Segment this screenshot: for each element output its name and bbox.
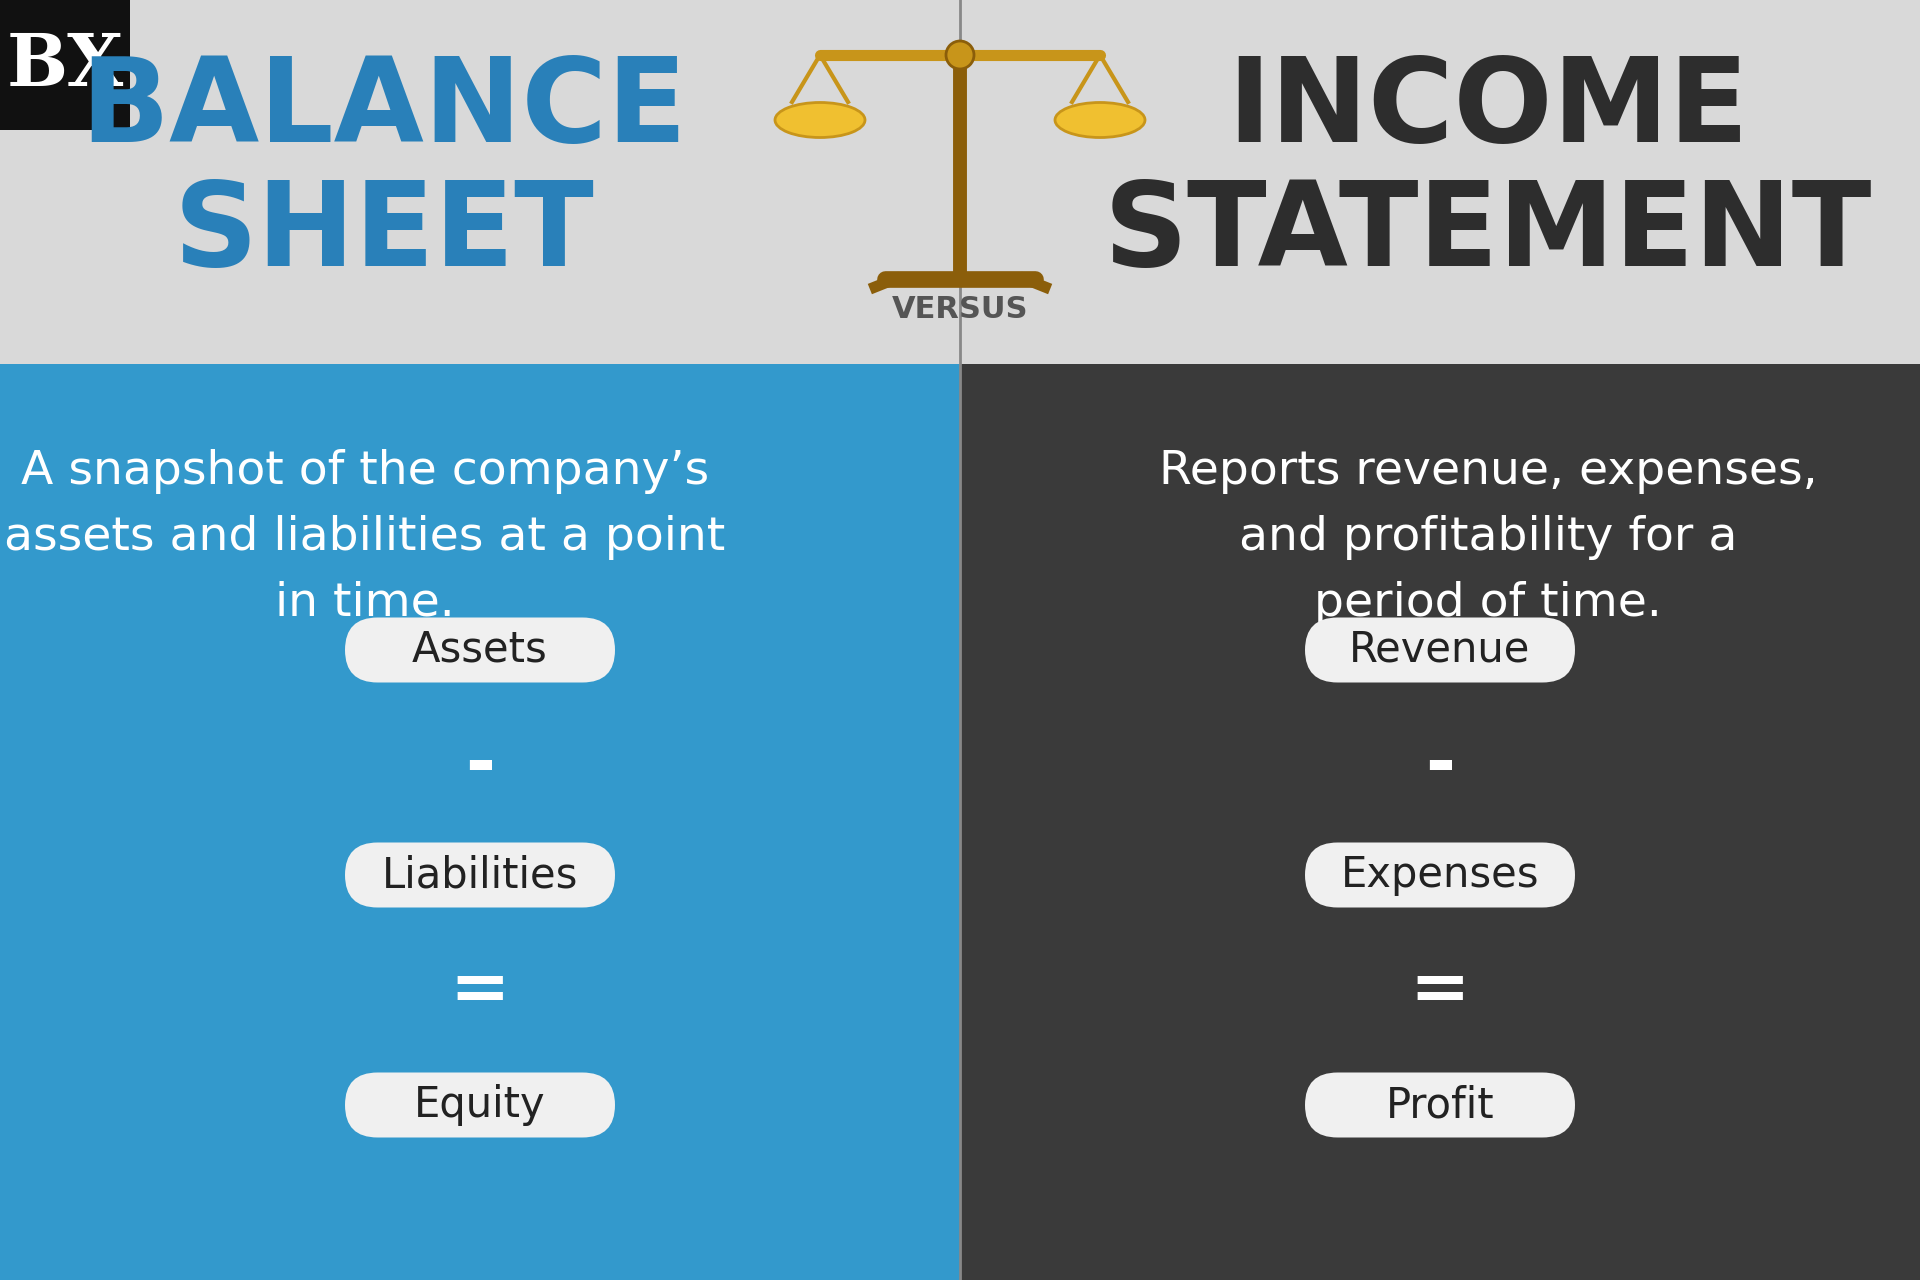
FancyBboxPatch shape [1306, 617, 1574, 682]
Text: Assets: Assets [413, 628, 547, 671]
Text: =: = [1409, 955, 1471, 1024]
FancyBboxPatch shape [346, 617, 614, 682]
FancyBboxPatch shape [960, 364, 1920, 1280]
Text: Profit: Profit [1386, 1084, 1494, 1126]
Text: A snapshot of the company’s
assets and liabilities at a point
in time.: A snapshot of the company’s assets and l… [4, 449, 726, 626]
Text: Liabilities: Liabilities [382, 854, 578, 896]
Text: -: - [1425, 731, 1455, 800]
Text: =: = [449, 955, 511, 1024]
Text: Revenue: Revenue [1350, 628, 1530, 671]
FancyBboxPatch shape [0, 0, 1920, 364]
Text: Reports revenue, expenses,
and profitability for a
period of time.: Reports revenue, expenses, and profitabi… [1158, 449, 1818, 626]
FancyBboxPatch shape [346, 842, 614, 908]
Circle shape [947, 41, 973, 69]
FancyBboxPatch shape [346, 1073, 614, 1138]
FancyBboxPatch shape [0, 0, 131, 131]
Text: Equity: Equity [415, 1084, 545, 1126]
Text: Expenses: Expenses [1340, 854, 1540, 896]
Text: -: - [465, 731, 495, 800]
Text: VERSUS: VERSUS [891, 294, 1029, 324]
Text: INCOME
STATEMENT: INCOME STATEMENT [1104, 52, 1872, 292]
Text: BX: BX [6, 29, 123, 101]
FancyBboxPatch shape [1306, 842, 1574, 908]
FancyBboxPatch shape [1306, 1073, 1574, 1138]
FancyBboxPatch shape [0, 364, 960, 1280]
Text: BALANCE
SHEET: BALANCE SHEET [81, 52, 687, 292]
Ellipse shape [1054, 102, 1144, 137]
Ellipse shape [776, 102, 866, 137]
